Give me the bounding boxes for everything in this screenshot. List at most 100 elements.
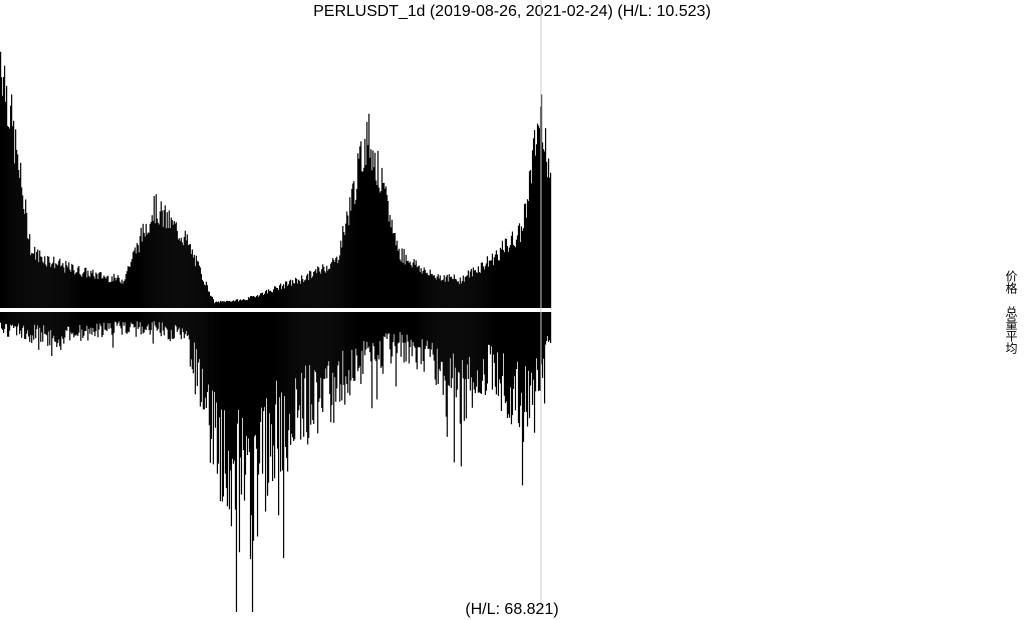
volume-bar [497, 312, 500, 396]
price-bar [353, 181, 355, 308]
volume-bar [383, 312, 385, 337]
price-bar [110, 281, 112, 308]
volume-bar [525, 312, 528, 412]
price-bar [499, 247, 502, 308]
volume-bar [124, 312, 126, 323]
price-bar [86, 277, 88, 308]
price-bar [251, 296, 254, 308]
price-bar [142, 223, 144, 308]
price-bar [6, 85, 8, 308]
volume-bar [188, 312, 190, 340]
volume-bar [305, 312, 307, 366]
price-bar [365, 165, 367, 308]
price-bar [32, 253, 34, 308]
volume-bar [19, 312, 21, 335]
price-bar [18, 169, 20, 308]
volume-bar [428, 312, 430, 349]
price-bar [157, 222, 159, 308]
price-bar [252, 296, 255, 308]
volume-bar [370, 312, 372, 362]
volume-bar [241, 312, 244, 418]
volume-bar [540, 312, 543, 365]
price-bar [24, 213, 26, 308]
volume-bar [138, 312, 140, 328]
volume-bar [111, 312, 113, 335]
price-bar [393, 233, 395, 308]
price-bar [492, 265, 494, 308]
volume-bar [426, 312, 428, 341]
volume-bar [470, 312, 472, 378]
volume-bar [486, 312, 488, 384]
volume-bar [515, 312, 518, 370]
volume-bar [130, 312, 132, 323]
price-bar [109, 282, 111, 308]
volume-bar [478, 312, 480, 393]
price-bar [380, 191, 382, 308]
volume-bar [1, 312, 3, 329]
price-bar [537, 125, 540, 308]
volume-bar [459, 312, 461, 424]
volume-bar [85, 312, 87, 332]
price-bar [216, 302, 218, 308]
price-bar [397, 250, 399, 308]
price-bar [329, 268, 331, 308]
price-bar [387, 200, 389, 308]
volume-bar [396, 312, 398, 354]
price-bar [381, 167, 383, 308]
volume-bar [482, 312, 484, 360]
price-bar [143, 232, 145, 308]
volume-bar [316, 312, 318, 383]
volume-bar [30, 312, 32, 336]
volume-bar [480, 312, 482, 394]
price-bar [452, 279, 454, 308]
price-bar [267, 289, 270, 308]
price-bar [379, 192, 381, 308]
volume-bar [250, 312, 253, 516]
volume-bar [10, 312, 12, 325]
volume-bar [297, 312, 299, 418]
volume-bar [15, 312, 17, 327]
price-bar [171, 220, 173, 308]
price-bar [257, 296, 260, 308]
volume-bar [48, 312, 50, 332]
volume-bar [23, 312, 25, 326]
price-bar [367, 145, 369, 308]
price-bar [342, 225, 344, 308]
price-bar [486, 256, 488, 308]
volume-bar [532, 312, 535, 380]
volume-bar [421, 312, 423, 340]
volume-bar [441, 312, 443, 363]
volume-bar [393, 312, 395, 335]
volume-bar [368, 312, 370, 347]
price-bar [313, 271, 315, 308]
price-bar [383, 182, 385, 308]
volume-bar [13, 312, 15, 328]
volume-bar [414, 312, 416, 348]
price-bar [343, 231, 345, 308]
price-bar [47, 256, 49, 308]
volume-bar [56, 312, 58, 348]
volume-bar [201, 312, 203, 369]
price-bar [28, 239, 30, 308]
volume-bar [186, 312, 188, 337]
volume-bar [68, 312, 70, 327]
volume-bar [406, 312, 408, 335]
price-bar [167, 228, 169, 308]
volume-bar [365, 312, 367, 350]
volume-bar [443, 312, 445, 376]
price-bar [169, 228, 171, 308]
price-bar [255, 296, 258, 308]
price-bar [96, 274, 98, 308]
price-bar [125, 273, 127, 308]
price-bar [202, 281, 204, 308]
price-bar [285, 281, 287, 308]
volume-bar [77, 312, 79, 336]
volume-bar [180, 312, 182, 340]
volume-bar [533, 312, 536, 433]
price-bar [298, 279, 300, 308]
volume-bar [189, 312, 191, 367]
price-bar [358, 158, 360, 308]
price-bar [19, 177, 21, 308]
price-bar [114, 277, 116, 308]
price-bar [63, 267, 65, 308]
